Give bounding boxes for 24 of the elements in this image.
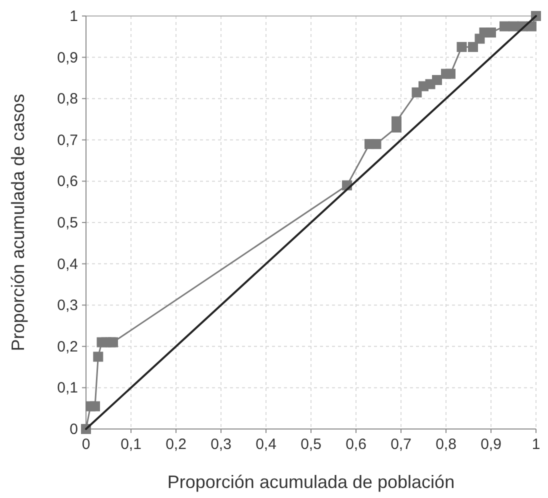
y-tick-label: 0,5: [57, 214, 78, 232]
x-tick-label: 0: [82, 436, 90, 453]
x-tick-label: 0,4: [256, 436, 276, 453]
x-axis-title: Proporción acumulada de población: [167, 472, 455, 492]
x-tick-label: 0,5: [300, 436, 322, 453]
x-tick-label: 0,9: [480, 436, 502, 453]
x-tick-label: 0,1: [120, 436, 142, 453]
x-tick-label: 0,3: [210, 436, 232, 453]
y-tick-label: 0: [70, 421, 78, 438]
y-tick-label: 0,8: [57, 90, 78, 108]
y-tick-label: 1: [70, 8, 78, 25]
x-tick-label: 0,6: [346, 436, 366, 453]
y-tick-label: 0,6: [57, 173, 78, 190]
y-tick-label: 0,1: [57, 380, 78, 397]
y-tick-label: 0,9: [57, 49, 78, 66]
y-axis-title: Proporción acumulada de casos: [8, 94, 28, 352]
x-tick-label: 0,7: [390, 436, 412, 453]
y-tick-label: 0,3: [57, 297, 78, 314]
y-tick-label: 0,2: [57, 338, 78, 356]
x-tick-label: 0,8: [436, 436, 456, 453]
y-tick-label: 0,7: [57, 132, 78, 149]
y-tick-label: 0,4: [57, 256, 78, 273]
x-tick-label: 0,2: [166, 436, 186, 453]
x-tick-label: 1: [532, 436, 540, 453]
